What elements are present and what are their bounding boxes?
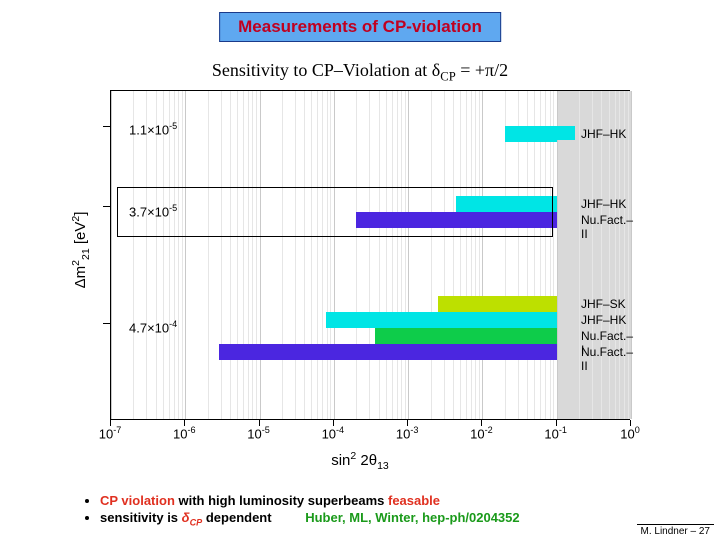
legend-label: Nu.Fact.–II — [581, 345, 633, 373]
grid-minor — [466, 91, 467, 419]
grid-minor — [392, 91, 393, 419]
y-axis-label: Δm221 [eV2] — [70, 212, 92, 289]
grid-major — [334, 91, 335, 419]
bar — [356, 212, 557, 228]
grid-minor — [460, 91, 461, 419]
grid-minor — [330, 91, 331, 419]
grid-minor — [431, 91, 432, 419]
grid-major — [557, 91, 558, 419]
slide-title: Measurements of CP-violation — [238, 17, 482, 36]
grid-minor — [405, 91, 406, 419]
grid-minor — [208, 91, 209, 419]
legend-label: JHF–HK — [581, 313, 626, 327]
row-label: 3.7×10-5 — [129, 203, 177, 219]
grid-minor — [230, 91, 231, 419]
grid-minor — [237, 91, 238, 419]
grid-minor — [221, 91, 222, 419]
y-tick — [103, 126, 111, 127]
grid-minor — [322, 91, 323, 419]
grid-minor — [295, 91, 296, 419]
footer: M. Lindner – 27 — [637, 524, 715, 538]
chart: JHF–HK JHF–HK Nu.Fact.–II JHF–SK JHF–HK Nu.Fa… — [110, 90, 630, 420]
grid-minor — [156, 91, 157, 419]
grid-minor — [248, 91, 249, 419]
x-tick-label: 10-2 — [470, 425, 493, 441]
bullet-text: dependent — [202, 510, 271, 525]
chart-title: Sensitivity to CP–Violation at δCP = +π/… — [0, 60, 720, 85]
legend-label: JHF–HK — [581, 127, 626, 141]
y-tick — [103, 206, 111, 207]
x-tick-label: 10-4 — [322, 425, 345, 441]
grid-minor — [133, 91, 134, 419]
legend-swatch — [551, 126, 575, 140]
bar — [438, 296, 557, 312]
grid-minor — [397, 91, 398, 419]
grid-minor — [243, 91, 244, 419]
grid-major — [111, 91, 112, 419]
grid-minor — [256, 91, 257, 419]
bar — [505, 126, 557, 142]
x-axis-label: sin2 2θ13 — [0, 450, 720, 472]
grid-major — [408, 91, 409, 419]
grid-minor — [444, 91, 445, 419]
x-tick-label: 10-6 — [173, 425, 196, 441]
grid-minor — [304, 91, 305, 419]
grid-minor — [178, 91, 179, 419]
grid-minor — [479, 91, 480, 419]
bullet-item: CP violation with high luminosity superb… — [100, 493, 700, 510]
x-tick-label: 10-3 — [396, 425, 419, 441]
grid-minor — [317, 91, 318, 419]
grid-minor — [401, 91, 402, 419]
row-label: 1.1×10-5 — [129, 121, 177, 137]
grid-minor — [182, 91, 183, 419]
grid-major — [185, 91, 186, 419]
x-tick-label: 10-1 — [544, 425, 567, 441]
grid-minor — [386, 91, 387, 419]
grid-minor — [174, 91, 175, 419]
bar — [326, 312, 556, 328]
x-tick-label: 10-7 — [99, 425, 122, 441]
grid-minor — [471, 91, 472, 419]
bar — [456, 196, 556, 212]
grid-minor — [163, 91, 164, 419]
grid-minor — [369, 91, 370, 419]
x-tick-label: 10-5 — [247, 425, 270, 441]
bullet-item: sensitivity is δCP dependent Huber, ML, … — [100, 510, 700, 529]
grid-minor — [282, 91, 283, 419]
legend-label: JHF–SK — [581, 297, 626, 311]
bar — [375, 328, 557, 344]
bullet-text: CP violation — [100, 493, 175, 508]
grid-major — [482, 91, 483, 419]
grid-minor — [379, 91, 380, 419]
bullet-text: sensitivity is — [100, 510, 182, 525]
title-box: Measurements of CP-violation — [219, 12, 501, 42]
x-tick-label: 100 — [620, 425, 640, 441]
legend-label: JHF–HK — [581, 197, 626, 211]
grid-minor — [311, 91, 312, 419]
grid-minor — [169, 91, 170, 419]
grid-minor — [327, 91, 328, 419]
bullet-text: with high luminosity superbeams — [175, 493, 388, 508]
grid-major — [260, 91, 261, 419]
grid-minor — [356, 91, 357, 419]
grid-minor — [146, 91, 147, 419]
row-label: 4.7×10-4 — [129, 319, 177, 335]
bullet-text: δCP — [182, 510, 203, 525]
citation: Huber, ML, Winter, hep-ph/0204352 — [302, 510, 520, 525]
legend-label: Nu.Fact.–II — [581, 213, 633, 241]
bullet-list: CP violation with high luminosity superb… — [60, 493, 700, 529]
bar — [219, 344, 557, 360]
grid-minor — [453, 91, 454, 419]
grid-minor — [475, 91, 476, 419]
grid-minor — [252, 91, 253, 419]
bullet-text: feasable — [388, 493, 440, 508]
plot-area: JHF–HK JHF–HK Nu.Fact.–II JHF–SK JHF–HK Nu.Fa… — [110, 90, 630, 420]
grid-minor — [579, 91, 580, 419]
y-tick — [103, 323, 111, 324]
